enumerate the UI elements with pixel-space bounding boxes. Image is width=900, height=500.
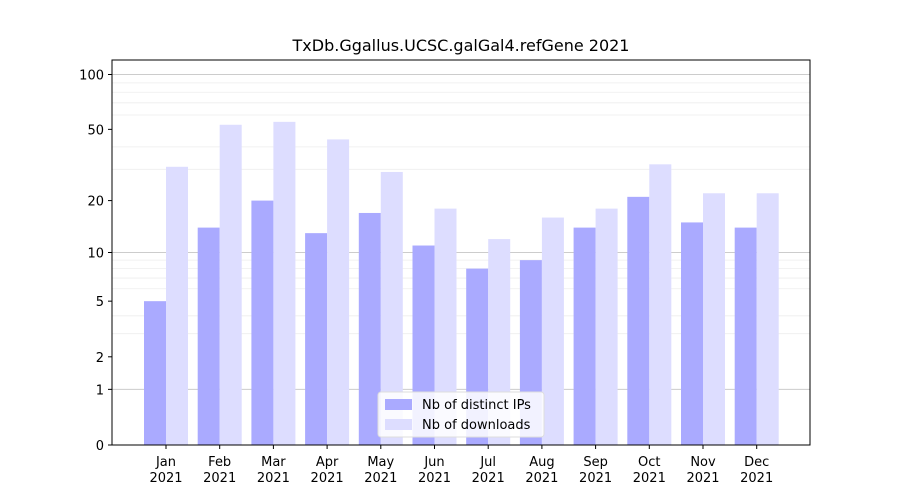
legend-label: Nb of downloads bbox=[422, 418, 531, 433]
bar-downloads bbox=[166, 166, 188, 446]
x-axis: Jan 2021 Feb 2021 Mar 2021 Apr 2021 May 2021 Jun 20… bbox=[149, 445, 773, 486]
y-tick-label: 0 bbox=[96, 439, 104, 454]
bar-distinct-ips bbox=[305, 233, 328, 445]
bar-downloads bbox=[273, 121, 296, 445]
y-tick-label: 10 bbox=[87, 247, 104, 262]
y-tick-label: 1 bbox=[96, 383, 104, 398]
y-tick-label: 50 bbox=[87, 123, 104, 138]
y-tick-label: 5 bbox=[96, 295, 104, 310]
bar-downloads bbox=[541, 217, 564, 445]
bar-distinct-ips bbox=[358, 212, 381, 445]
x-tick-label: Sep 2021 bbox=[579, 455, 612, 486]
chart-title: TxDb.Ggallus.UCSC.galGal4.refGene 2021 bbox=[292, 36, 630, 55]
x-tick-label: Oct 2021 bbox=[633, 455, 666, 486]
bar-downloads bbox=[327, 139, 350, 445]
legend-swatch bbox=[385, 419, 412, 430]
x-tick-label: Jun 2021 bbox=[418, 455, 451, 486]
bar-distinct-ips bbox=[681, 222, 703, 445]
x-tick-label: Mar 2021 bbox=[257, 455, 290, 486]
y-axis: 0 1 2 5 10 20 50 100 bbox=[79, 69, 112, 454]
bar-distinct-ips bbox=[573, 227, 596, 445]
x-tick-label: Aug 2021 bbox=[525, 455, 558, 486]
bar-downloads bbox=[595, 208, 618, 445]
y-tick-label: 20 bbox=[87, 195, 104, 210]
y-tick-label: 100 bbox=[79, 69, 104, 84]
bar-distinct-ips bbox=[627, 196, 650, 445]
bar-distinct-ips bbox=[144, 301, 166, 445]
x-tick-label: May 2021 bbox=[364, 455, 397, 486]
y-tick-label: 2 bbox=[96, 351, 104, 366]
bar-distinct-ips bbox=[251, 200, 274, 445]
legend-label: Nb of distinct IPs bbox=[422, 398, 531, 413]
x-tick-label: Feb 2021 bbox=[203, 455, 236, 486]
x-tick-label: Dec 2021 bbox=[740, 455, 773, 486]
legend-box bbox=[377, 391, 545, 438]
x-tick-label: Nov 2021 bbox=[686, 455, 719, 486]
x-tick-label: Apr 2021 bbox=[311, 455, 344, 486]
bar-downloads bbox=[756, 193, 779, 445]
bar-distinct-ips bbox=[197, 227, 220, 445]
legend-swatch bbox=[385, 399, 412, 410]
bar-downloads bbox=[649, 164, 672, 445]
bar-downloads bbox=[380, 171, 403, 445]
legend: Nb of distinct IPs Nb of downloads bbox=[377, 391, 545, 438]
x-tick-label: Jul 2021 bbox=[472, 455, 505, 486]
bar-distinct-ips bbox=[734, 227, 757, 445]
bar-downloads bbox=[434, 208, 457, 445]
x-tick-label: Jan 2021 bbox=[149, 455, 182, 486]
bar-downloads bbox=[703, 193, 725, 445]
bars-layer bbox=[144, 121, 779, 446]
bar-downloads bbox=[219, 124, 242, 445]
